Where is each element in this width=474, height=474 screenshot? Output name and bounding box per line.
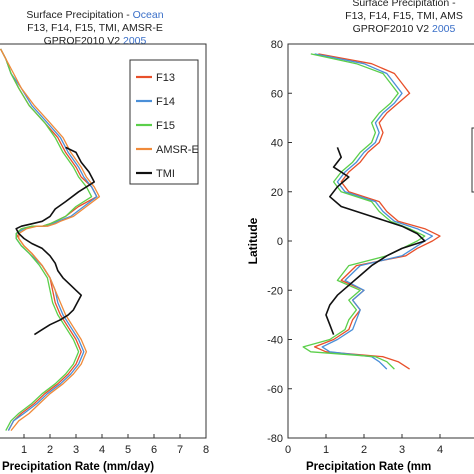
y-tick-label: 40 — [271, 138, 283, 150]
y-tick-label: 20 — [271, 187, 283, 199]
right-chart-title-line-3: GPROF2010 V2 2005 — [353, 23, 456, 35]
title-segment: F13, F14, F15, TMI, AMS — [345, 10, 463, 22]
series-line-f14 — [0, 48, 98, 431]
legend-label: TMI — [156, 168, 175, 180]
right-legend-box-partial — [471, 127, 474, 193]
right-chart-panel: Surface Precipitation - F13, F14, F15, T… — [246, 0, 474, 473]
right-y-axis-label: Latitude — [246, 217, 260, 264]
left-chart-title-line-3: GPROF2010 V2 2005 — [44, 35, 147, 47]
x-tick-label: 1 — [21, 444, 27, 456]
legend-label: F13 — [156, 72, 175, 84]
title-segment: Surface Precipitation - — [26, 9, 132, 21]
series-line-tmi — [15, 146, 95, 336]
left-chart-title-line-1: Surface Precipitation - Ocean — [26, 9, 163, 21]
x-tick-label: 2 — [361, 444, 367, 456]
right-series-group — [302, 53, 441, 370]
right-y-ticks: -80 -60 -40 -20 0 20 40 60 80 — [267, 39, 292, 445]
y-tick-label: -60 — [267, 384, 283, 396]
x-tick-label: 4 — [437, 444, 443, 456]
right-chart-title-line-2: F13, F14, F15, TMI, AMS — [345, 10, 463, 22]
x-tick-label: 4 — [99, 444, 105, 456]
title-segment: 2005 — [123, 35, 147, 47]
series-line-f15 — [302, 53, 426, 370]
left-legend: F13 F14 F15 AMSR-E TMI — [129, 59, 199, 185]
x-tick-label: 5 — [125, 444, 131, 456]
left-chart-title-line-2: F13, F14, F15, TMI, AMSR-E — [27, 22, 163, 34]
right-x-ticks: 0 1 2 3 4 — [285, 434, 443, 456]
title-segment: F13, F14, F15, TMI, AMSR-E — [27, 22, 163, 34]
series-line-f13 — [313, 53, 441, 370]
title-segment: GPROF2010 V2 — [44, 35, 123, 47]
left-series-group — [0, 48, 101, 432]
y-tick-label: 0 — [277, 236, 283, 248]
title-segment: Surface Precipitation - — [352, 0, 456, 9]
y-tick-label: -80 — [267, 433, 283, 445]
y-tick-label: -20 — [267, 285, 283, 297]
x-tick-label: 1 — [323, 444, 329, 456]
legend-label: AMSR-E — [156, 144, 199, 156]
left-chart-panel: Surface Precipitation - Ocean F13, F14, … — [0, 9, 209, 473]
y-tick-label: 60 — [271, 88, 283, 100]
y-tick-label: -40 — [267, 335, 283, 347]
x-tick-label: 6 — [151, 444, 157, 456]
x-tick-label: 2 — [47, 444, 53, 456]
x-tick-label: 8 — [203, 444, 209, 456]
right-plot-frame — [287, 43, 474, 439]
title-segment: Ocean — [133, 9, 164, 21]
legend-label: F14 — [156, 96, 175, 108]
y-tick-label: 80 — [271, 39, 283, 51]
left-legend-box — [129, 59, 199, 185]
series-line-tmi — [325, 147, 426, 335]
x-tick-label: 3 — [399, 444, 405, 456]
legend-label: F15 — [156, 120, 175, 132]
left-x-axis-label: Precipitation Rate (mm/day) — [2, 461, 154, 473]
series-line-amsr-e — [0, 48, 101, 432]
left-x-ticks: 1 2 3 4 5 6 7 8 — [21, 434, 209, 456]
title-segment: GPROF2010 V2 — [353, 23, 432, 35]
right-x-axis-label: Precipitation Rate (mm — [306, 461, 431, 473]
x-tick-label: 3 — [73, 444, 79, 456]
series-line-f14 — [314, 53, 434, 370]
x-tick-label: 7 — [177, 444, 183, 456]
series-line-f13 — [0, 48, 98, 431]
right-chart-title-line-1: Surface Precipitation - — [352, 0, 456, 9]
x-tick-label: 0 — [285, 444, 291, 456]
series-line-f15 — [0, 48, 93, 431]
title-segment: 2005 — [432, 23, 456, 35]
